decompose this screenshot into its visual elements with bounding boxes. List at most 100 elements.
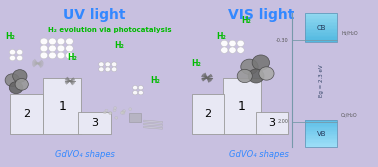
- Bar: [305, 23, 337, 25]
- Text: 2: 2: [204, 109, 211, 119]
- Circle shape: [241, 59, 258, 74]
- Bar: [305, 30, 337, 32]
- Bar: [305, 39, 337, 40]
- Circle shape: [15, 78, 28, 90]
- Circle shape: [105, 109, 108, 112]
- Circle shape: [229, 47, 236, 53]
- Bar: [305, 33, 337, 35]
- Circle shape: [221, 40, 228, 47]
- Circle shape: [108, 112, 112, 114]
- Text: 1: 1: [59, 100, 66, 113]
- Text: H₂/H₂O: H₂/H₂O: [341, 31, 358, 36]
- Bar: [305, 13, 337, 42]
- Circle shape: [49, 45, 56, 52]
- Circle shape: [99, 62, 104, 67]
- Circle shape: [57, 52, 65, 59]
- Text: H₂ evolution via photocatalysis: H₂ evolution via photocatalysis: [48, 27, 172, 33]
- Text: GdVO₄ shapes: GdVO₄ shapes: [229, 150, 289, 159]
- Bar: [305, 126, 337, 127]
- Bar: [305, 135, 337, 136]
- Bar: [305, 140, 337, 142]
- Text: H₂: H₂: [216, 32, 226, 41]
- Circle shape: [133, 86, 138, 90]
- Circle shape: [66, 38, 73, 45]
- Bar: [305, 128, 337, 130]
- Text: H₂: H₂: [5, 32, 15, 41]
- Bar: [305, 29, 337, 30]
- Circle shape: [9, 55, 15, 61]
- Bar: [223, 78, 261, 134]
- Bar: [305, 134, 337, 135]
- Circle shape: [49, 38, 56, 45]
- Bar: [305, 120, 337, 147]
- Circle shape: [9, 49, 15, 55]
- Circle shape: [105, 62, 110, 67]
- Circle shape: [57, 38, 65, 45]
- Text: UV light: UV light: [63, 8, 126, 22]
- Circle shape: [57, 45, 65, 52]
- Bar: [305, 122, 337, 123]
- Bar: [43, 78, 81, 134]
- Circle shape: [252, 55, 270, 70]
- Text: 3: 3: [269, 118, 276, 128]
- Bar: [305, 144, 337, 146]
- Text: H₂: H₂: [241, 16, 251, 25]
- Bar: [305, 15, 337, 16]
- Text: CB: CB: [316, 25, 326, 31]
- Circle shape: [17, 49, 23, 55]
- Bar: [305, 131, 337, 132]
- Text: H₂: H₂: [192, 59, 201, 68]
- Bar: [305, 127, 337, 128]
- Circle shape: [229, 40, 236, 47]
- Bar: [305, 142, 337, 143]
- Bar: [305, 25, 337, 26]
- Circle shape: [66, 45, 73, 52]
- Circle shape: [237, 69, 253, 83]
- Bar: [305, 37, 337, 39]
- Circle shape: [112, 62, 117, 67]
- Circle shape: [40, 45, 48, 52]
- Text: H₂: H₂: [114, 41, 124, 50]
- Circle shape: [5, 74, 20, 87]
- Circle shape: [114, 107, 117, 109]
- Circle shape: [103, 111, 106, 114]
- Bar: [305, 28, 337, 29]
- Bar: [129, 113, 141, 122]
- Text: 3: 3: [91, 118, 98, 128]
- Bar: [305, 120, 337, 122]
- Bar: [305, 13, 337, 15]
- Bar: [305, 132, 337, 134]
- Circle shape: [49, 52, 56, 59]
- Bar: [305, 19, 337, 20]
- Bar: [305, 124, 337, 126]
- Bar: [305, 36, 337, 37]
- Bar: [305, 136, 337, 138]
- Bar: [305, 21, 337, 22]
- Circle shape: [138, 86, 143, 90]
- Circle shape: [115, 117, 118, 119]
- Circle shape: [17, 55, 23, 61]
- Bar: [144, 120, 163, 123]
- Bar: [256, 112, 288, 134]
- Bar: [305, 146, 337, 147]
- Text: -0.30: -0.30: [276, 38, 288, 43]
- Circle shape: [237, 47, 244, 53]
- Bar: [305, 130, 337, 131]
- Text: H₂: H₂: [150, 76, 160, 85]
- Bar: [305, 40, 337, 42]
- Circle shape: [9, 82, 23, 94]
- Text: H₂: H₂: [67, 53, 77, 62]
- Bar: [144, 126, 163, 129]
- Circle shape: [40, 38, 48, 45]
- Circle shape: [109, 112, 112, 114]
- Circle shape: [122, 110, 125, 112]
- Circle shape: [105, 67, 110, 72]
- Text: VIS light: VIS light: [228, 8, 294, 22]
- Bar: [305, 26, 337, 28]
- Text: O₂/H₂O: O₂/H₂O: [341, 113, 358, 118]
- Circle shape: [129, 108, 132, 110]
- Circle shape: [121, 111, 124, 113]
- Text: Eg = 2.3 eV: Eg = 2.3 eV: [319, 65, 324, 97]
- Circle shape: [113, 109, 116, 112]
- Circle shape: [221, 47, 228, 53]
